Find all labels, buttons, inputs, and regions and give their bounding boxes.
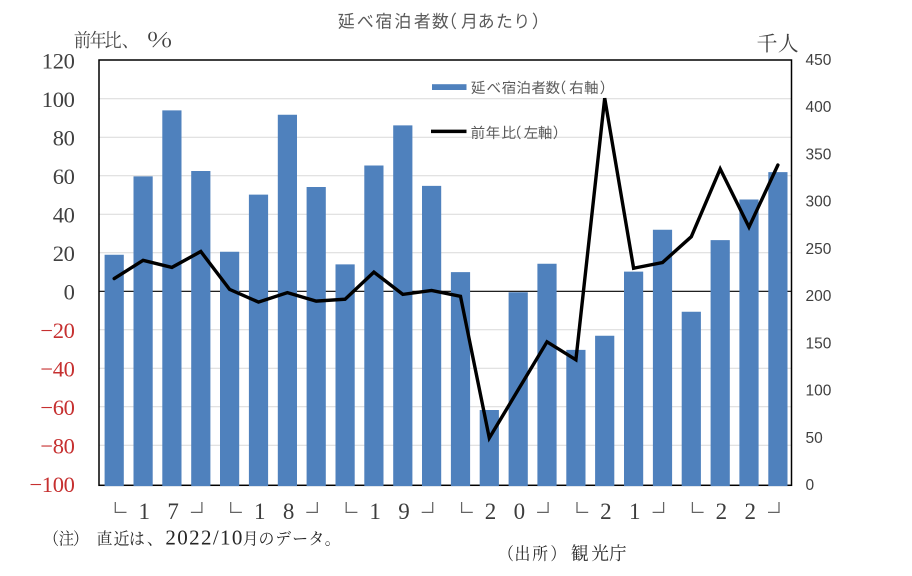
svg-text:1: 1 <box>369 499 381 524</box>
svg-text:1: 1 <box>254 499 266 524</box>
svg-text:50: 50 <box>806 430 824 447</box>
svg-text:300: 300 <box>806 194 832 211</box>
svg-text:2: 2 <box>744 499 756 524</box>
svg-text:2022/10: 2022/10 <box>165 526 242 550</box>
svg-text:100: 100 <box>42 87 75 112</box>
svg-text:80: 80 <box>53 126 75 151</box>
svg-text:9: 9 <box>398 499 410 524</box>
svg-text:40: 40 <box>53 203 75 228</box>
svg-text:60: 60 <box>53 164 75 189</box>
svg-text:1: 1 <box>629 499 641 524</box>
svg-text:350: 350 <box>806 146 832 163</box>
svg-text:250: 250 <box>806 241 832 258</box>
svg-text:7: 7 <box>167 499 179 524</box>
svg-text:8: 8 <box>283 499 295 524</box>
svg-text:−100: −100 <box>29 472 74 497</box>
svg-text:−40: −40 <box>40 357 74 382</box>
svg-text:0: 0 <box>806 477 815 494</box>
svg-text:200: 200 <box>806 288 832 305</box>
svg-text:0: 0 <box>514 499 526 524</box>
svg-text:120: 120 <box>42 49 75 74</box>
svg-text:−20: −20 <box>40 318 74 343</box>
svg-text:2: 2 <box>600 499 612 524</box>
svg-text:400: 400 <box>806 99 832 116</box>
svg-text:150: 150 <box>806 335 832 352</box>
svg-text:20: 20 <box>53 241 75 266</box>
svg-text:0: 0 <box>64 280 75 305</box>
svg-text:−60: −60 <box>40 395 74 420</box>
svg-text:2: 2 <box>485 499 497 524</box>
svg-text:−80: −80 <box>40 434 74 459</box>
svg-text:1: 1 <box>139 499 151 524</box>
svg-text:2: 2 <box>716 499 728 524</box>
svg-text:450: 450 <box>806 52 832 69</box>
svg-text:100: 100 <box>806 383 832 400</box>
